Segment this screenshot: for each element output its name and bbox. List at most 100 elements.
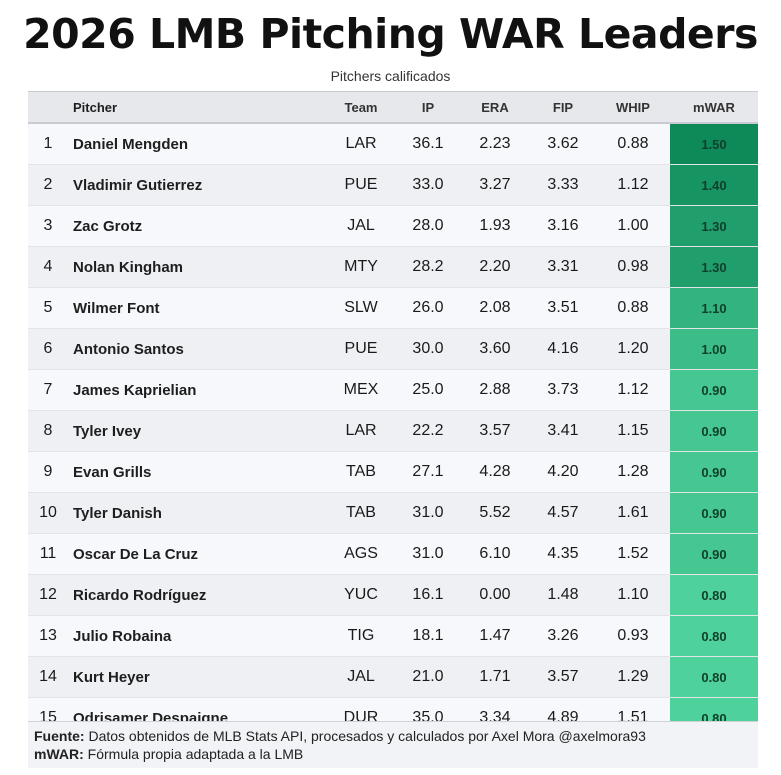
rank-cell: 2 — [43, 176, 53, 193]
header-team: Team — [344, 99, 378, 115]
ip-cell: 25.0 — [412, 381, 444, 398]
fip-cell: 4.57 — [547, 504, 579, 521]
fip-cell: 3.16 — [547, 217, 579, 234]
era-cell: 4.28 — [479, 463, 511, 480]
team-cell: AGS — [344, 545, 378, 562]
ip-cell: 30.0 — [412, 340, 444, 357]
header-fip: FIP — [552, 99, 574, 115]
ip-cell: 28.2 — [412, 258, 444, 275]
fip-cell: 3.57 — [547, 668, 579, 685]
mwar-cell: 0.80 — [670, 616, 758, 656]
team-cell: JAL — [347, 668, 375, 685]
rank-cell: 5 — [43, 299, 53, 316]
whip-cell: 0.98 — [617, 258, 649, 275]
ip-cell: 33.0 — [412, 176, 444, 193]
rank-cell: 9 — [43, 463, 53, 480]
table-row: 8 Tyler Ivey LAR 22.2 3.57 3.41 1.15 0.90 — [28, 411, 758, 452]
era-cell: 2.20 — [479, 258, 511, 275]
fip-cell: 3.73 — [547, 381, 579, 398]
ip-cell: 28.0 — [412, 217, 444, 234]
team-cell: LAR — [345, 135, 377, 152]
ip-cell: 22.2 — [412, 422, 444, 439]
pitcher-name: Oscar De La Cruz — [73, 545, 199, 563]
footer-notes: Fuente: Datos obtenidos de MLB Stats API… — [28, 721, 758, 768]
rank-cell: 1 — [43, 135, 53, 152]
pitcher-name: Wilmer Font — [73, 299, 160, 317]
mwar-note: mWAR: Fórmula propia adaptada a la LMB — [34, 746, 303, 762]
era-cell: 1.71 — [479, 668, 511, 685]
pitcher-name: Vladimir Gutierrez — [73, 176, 203, 194]
mwar-cell: 1.00 — [670, 329, 758, 369]
team-cell: MEX — [343, 381, 379, 398]
whip-cell: 1.29 — [617, 668, 649, 685]
whip-cell: 1.28 — [617, 463, 649, 480]
mwar-cell: 1.50 — [670, 124, 758, 164]
whip-cell: 1.00 — [617, 217, 649, 234]
table-header: Pitcher Team IP ERA FIP WHIP mWAR — [28, 91, 758, 124]
header-rank — [28, 92, 68, 122]
fip-cell: 4.35 — [547, 545, 579, 562]
table-row: 7 James Kaprielian MEX 25.0 2.88 3.73 1.12 0.90 — [28, 370, 758, 411]
header-whip: WHIP — [616, 99, 650, 115]
fip-cell: 3.51 — [547, 299, 579, 316]
header-pitcher: Pitcher — [73, 99, 118, 115]
mwar-cell: 1.30 — [670, 247, 758, 287]
era-cell: 0.00 — [479, 586, 511, 603]
rank-cell: 4 — [43, 258, 53, 275]
era-cell: 6.10 — [479, 545, 511, 562]
pitcher-name: Zac Grotz — [73, 217, 143, 235]
header-mwar: mWAR — [693, 99, 735, 115]
table-row: 11 Oscar De La Cruz AGS 31.0 6.10 4.35 1.52 0.9… — [28, 534, 758, 575]
mwar-cell: 0.90 — [670, 370, 758, 410]
pitcher-name: Julio Robaina — [73, 627, 172, 645]
ip-cell: 21.0 — [412, 668, 444, 685]
whip-cell: 1.61 — [617, 504, 649, 521]
ip-cell: 16.1 — [412, 586, 444, 603]
whip-cell: 1.52 — [617, 545, 649, 562]
ip-cell: 31.0 — [412, 504, 444, 521]
table-row: 9 Evan Grills TAB 27.1 4.28 4.20 1.28 0.90 — [28, 452, 758, 493]
team-cell: TAB — [346, 463, 376, 480]
ip-cell: 26.0 — [412, 299, 444, 316]
source-note: Fuente: Datos obtenidos de MLB Stats API… — [34, 728, 646, 744]
team-cell: TIG — [347, 627, 375, 644]
table-row: 2 Vladimir Gutierrez PUE 33.0 3.27 3.33 1.12 1.… — [28, 165, 758, 206]
whip-cell: 1.12 — [617, 176, 649, 193]
header-ip: IP — [421, 99, 435, 115]
rank-cell: 13 — [39, 627, 57, 644]
fip-cell: 3.26 — [547, 627, 579, 644]
table-row: 5 Wilmer Font SLW 26.0 2.08 3.51 0.88 1.10 — [28, 288, 758, 329]
table-row: 13 Julio Robaina TIG 18.1 1.47 3.26 0.93 0.80 — [28, 616, 758, 657]
whip-cell: 0.88 — [617, 135, 649, 152]
ip-cell: 31.0 — [412, 545, 444, 562]
rank-cell: 3 — [43, 217, 53, 234]
mwar-cell: 0.80 — [670, 657, 758, 697]
team-cell: PUE — [344, 340, 378, 357]
mwar-text: Fórmula propia adaptada a la LMB — [87, 746, 304, 762]
table-row: 12 Ricardo Rodríguez YUC 16.1 0.00 1.48 1.10 0.… — [28, 575, 758, 616]
whip-cell: 1.12 — [617, 381, 649, 398]
team-cell: JAL — [347, 217, 375, 234]
era-cell: 3.57 — [479, 422, 511, 439]
mwar-cell: 0.80 — [670, 575, 758, 615]
mwar-cell: 1.40 — [670, 165, 758, 205]
rank-cell: 14 — [39, 668, 57, 685]
pitcher-name: Kurt Heyer — [73, 668, 150, 686]
table-row: 6 Antonio Santos PUE 30.0 3.60 4.16 1.20 1.00 — [28, 329, 758, 370]
page-title: 2026 LMB Pitching WAR Leaders — [23, 10, 758, 58]
mwar-label: mWAR: — [34, 746, 84, 762]
rank-cell: 11 — [39, 545, 57, 562]
team-cell: TAB — [346, 504, 376, 521]
rank-cell: 6 — [43, 340, 53, 357]
mwar-cell: 0.90 — [670, 411, 758, 451]
team-cell: SLW — [344, 299, 378, 316]
era-cell: 1.47 — [479, 627, 511, 644]
whip-cell: 1.15 — [617, 422, 649, 439]
fip-cell: 4.20 — [547, 463, 579, 480]
table-row: 1 Daniel Mengden LAR 36.1 2.23 3.62 0.88 1.50 — [28, 124, 758, 165]
fip-cell: 3.33 — [547, 176, 579, 193]
header-era: ERA — [481, 99, 509, 115]
ip-cell: 27.1 — [412, 463, 444, 480]
table-row: 10 Tyler Danish TAB 31.0 5.52 4.57 1.61 0.90 — [28, 493, 758, 534]
ip-cell: 18.1 — [412, 627, 444, 644]
